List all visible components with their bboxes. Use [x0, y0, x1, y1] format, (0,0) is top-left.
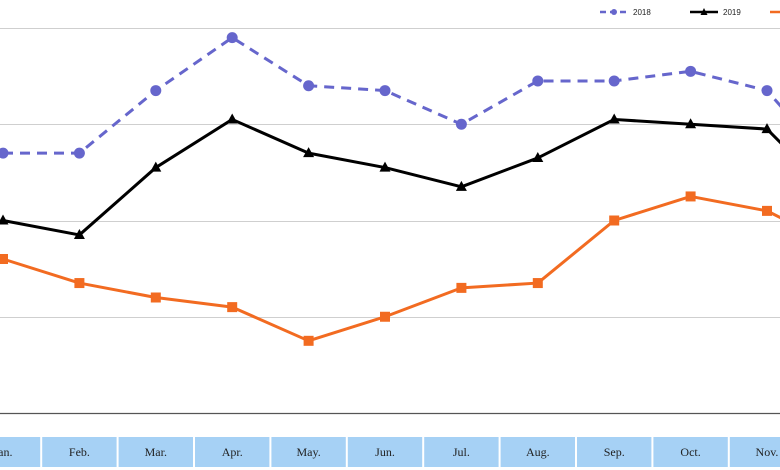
data-point: [761, 123, 773, 134]
series-2019: [0, 113, 780, 239]
legend-item: 2020: [770, 10, 780, 14]
data-point: [685, 191, 696, 202]
data-point: [150, 292, 161, 303]
data-point: [379, 85, 391, 97]
month-cell: [347, 437, 423, 467]
month-cell: [0, 437, 41, 467]
data-point: [532, 75, 544, 87]
x-tick-label: Aug.: [526, 445, 550, 459]
data-point: [532, 151, 544, 162]
data-point: [74, 278, 85, 289]
data-point: [455, 118, 467, 130]
data-point: [609, 215, 620, 226]
month-cell: [42, 437, 117, 467]
series-2020: [0, 191, 780, 346]
data-point: [456, 282, 467, 293]
x-tick-label: Oct.: [680, 445, 700, 459]
data-point: [0, 147, 9, 159]
x-tick-label: Sep.: [604, 445, 625, 459]
x-tick-label: Nov.: [756, 445, 779, 459]
x-tick-label: May.: [296, 445, 320, 459]
data-point: [608, 75, 620, 87]
data-point: [226, 113, 238, 124]
x-tick-label: Jul.: [453, 445, 470, 459]
x-tick-label: Mar.: [145, 445, 167, 459]
data-point: [150, 85, 162, 97]
data-point: [762, 205, 772, 216]
data-point: [226, 32, 238, 44]
data-point: [303, 147, 315, 158]
data-point: [379, 161, 391, 172]
data-point: [685, 65, 697, 77]
data-point: [532, 278, 543, 289]
series-2018: [0, 32, 780, 159]
series-line: [2, 194, 780, 343]
category-band: Jan. Feb. Mar. Apr. May. Jun. Jul. Aug. Sep. Oct.…: [0, 437, 780, 467]
series-layer: [0, 32, 780, 346]
data-point: [73, 228, 85, 239]
series-line: [2, 117, 780, 237]
x-tick-label: Jun.: [375, 445, 395, 459]
grid-layer: [0, 28, 780, 415]
x-tick-label: Feb.: [69, 445, 90, 459]
data-point: [303, 335, 314, 346]
data-point: [685, 118, 697, 129]
legend-item: 2019: [690, 8, 741, 17]
legend-label: 2019: [723, 8, 741, 17]
data-point: [608, 113, 620, 124]
data-point: [227, 302, 238, 313]
data-point: [380, 311, 390, 322]
series-line: [3, 36, 780, 155]
month-cell: [577, 437, 652, 467]
data-point: [73, 147, 85, 159]
data-point: [0, 254, 8, 264]
legend-marker: [700, 8, 708, 15]
month-cell: [729, 437, 780, 467]
month-cell: [195, 437, 270, 467]
month-cell: [653, 437, 728, 467]
data-point: [303, 80, 315, 92]
x-tick-label: Jan.: [0, 445, 13, 459]
x-tick-label: Apr.: [222, 445, 243, 459]
month-cell: [500, 437, 575, 467]
data-point: [761, 85, 773, 97]
month-cell: [118, 437, 193, 467]
month-cell: [424, 437, 499, 467]
data-point: [150, 161, 162, 172]
legend: 2018 2019 2020: [600, 8, 780, 17]
data-point: [455, 180, 467, 191]
month-cell: [271, 437, 346, 467]
legend-marker: [611, 9, 617, 15]
legend-item: 2018: [600, 8, 651, 17]
data-point: [0, 214, 9, 225]
legend-label: 2018: [633, 8, 651, 17]
